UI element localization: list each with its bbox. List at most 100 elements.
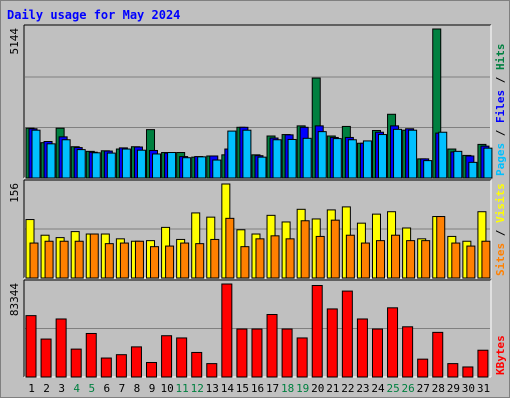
bar-sites-day-17 xyxy=(270,235,280,279)
bar-kbytes-day-5 xyxy=(85,332,97,378)
day-label-9: 9 xyxy=(149,382,156,395)
bar-pages-day-25 xyxy=(393,128,403,179)
bar-kbytes-day-12 xyxy=(191,351,203,378)
bar-kbytes-day-24 xyxy=(371,328,383,378)
legend-hits_files_pages: Pages / Files / Hits xyxy=(494,44,507,177)
day-label-25: 25 xyxy=(386,382,399,395)
bar-sites-day-23 xyxy=(360,242,370,279)
day-label-4: 4 xyxy=(73,382,80,395)
bar-kbytes-day-21 xyxy=(326,308,338,378)
bar-kbytes-day-3 xyxy=(55,318,67,378)
day-label-12: 12 xyxy=(191,382,204,395)
day-label-6: 6 xyxy=(104,382,111,395)
day-label-22: 22 xyxy=(341,382,354,395)
y-max-label: 83344 xyxy=(8,283,21,316)
day-label-17: 17 xyxy=(266,382,279,395)
bar-pages-day-19 xyxy=(302,137,312,179)
day-label-24: 24 xyxy=(371,382,385,395)
bar-kbytes-day-10 xyxy=(161,335,173,378)
bar-pages-day-21 xyxy=(332,138,342,179)
bar-sites-day-20 xyxy=(315,235,325,279)
bar-pages-day-30 xyxy=(468,161,478,179)
day-label-2: 2 xyxy=(43,382,50,395)
bar-pages-day-4 xyxy=(76,149,86,179)
day-label-15: 15 xyxy=(236,382,249,395)
legend-entry: / xyxy=(494,70,507,90)
day-label-10: 10 xyxy=(160,382,173,395)
bar-kbytes-day-7 xyxy=(115,354,127,378)
bar-kbytes-day-17 xyxy=(266,314,278,378)
bar-kbytes-day-16 xyxy=(251,328,263,378)
bar-pages-day-24 xyxy=(377,134,387,179)
bar-sites-day-27 xyxy=(421,240,431,279)
bar-pages-day-6 xyxy=(106,152,116,179)
bar-sites-day-14 xyxy=(225,217,235,279)
legend-entry: Visits xyxy=(494,183,507,223)
bar-sites-day-6 xyxy=(104,243,114,279)
day-label-3: 3 xyxy=(58,382,65,395)
day-label-29: 29 xyxy=(447,382,460,395)
bar-kbytes-day-14 xyxy=(221,283,233,378)
bar-sites-day-18 xyxy=(285,238,295,279)
bar-kbytes-day-1 xyxy=(25,315,37,378)
bar-pages-day-2 xyxy=(46,143,56,179)
bar-kbytes-day-4 xyxy=(70,348,82,378)
legend-visits_sites: Sites / Visits xyxy=(494,183,507,276)
day-label-14: 14 xyxy=(221,382,235,395)
legend-entry: Files xyxy=(494,90,507,123)
bar-pages-day-14 xyxy=(227,130,237,179)
day-label-30: 30 xyxy=(462,382,475,395)
bar-sites-day-19 xyxy=(300,220,310,279)
y-max-label: 156 xyxy=(8,183,21,203)
bar-pages-day-9 xyxy=(152,153,162,179)
bar-pages-day-18 xyxy=(287,138,297,179)
bar-pages-day-20 xyxy=(317,131,327,179)
bar-sites-day-3 xyxy=(59,240,69,279)
bar-kbytes-day-25 xyxy=(387,307,399,378)
day-label-28: 28 xyxy=(432,382,445,395)
bar-sites-day-31 xyxy=(481,240,491,279)
bar-kbytes-day-22 xyxy=(341,290,353,378)
day-label-11: 11 xyxy=(176,382,189,395)
day-label-5: 5 xyxy=(88,382,95,395)
legend-kbytes: KBytes xyxy=(494,335,507,375)
bar-sites-day-12 xyxy=(195,243,205,279)
bar-sites-day-4 xyxy=(74,240,84,279)
bar-sites-day-30 xyxy=(466,245,476,279)
bar-pages-day-15 xyxy=(242,129,252,179)
legend-entry: / xyxy=(494,123,507,143)
bar-sites-day-10 xyxy=(165,245,175,279)
bar-sites-day-22 xyxy=(345,234,355,279)
bar-pages-day-22 xyxy=(347,139,357,179)
y-max-label: 5144 xyxy=(8,28,21,55)
bar-sites-day-25 xyxy=(391,234,401,279)
bar-kbytes-day-13 xyxy=(206,363,218,378)
bar-pages-day-31 xyxy=(483,147,493,179)
bar-kbytes-day-6 xyxy=(100,357,112,378)
day-label-19: 19 xyxy=(296,382,309,395)
bar-kbytes-day-23 xyxy=(356,318,368,378)
day-label-27: 27 xyxy=(417,382,430,395)
bar-pages-day-23 xyxy=(362,140,372,179)
bar-sites-day-7 xyxy=(119,242,129,279)
bar-pages-day-5 xyxy=(91,152,101,179)
bar-kbytes-day-28 xyxy=(432,331,444,378)
day-label-18: 18 xyxy=(281,382,294,395)
bar-pages-day-26 xyxy=(408,129,418,179)
bar-sites-day-11 xyxy=(180,242,190,279)
bar-kbytes-day-30 xyxy=(462,366,474,378)
legend-entry: KBytes xyxy=(494,335,507,375)
bar-pages-day-17 xyxy=(272,139,282,179)
day-label-21: 21 xyxy=(326,382,339,395)
day-label-13: 13 xyxy=(206,382,219,395)
bar-sites-day-2 xyxy=(44,240,54,279)
bar-sites-day-21 xyxy=(330,219,340,279)
bar-sites-day-24 xyxy=(375,240,385,279)
bar-kbytes-day-11 xyxy=(176,337,188,378)
bar-kbytes-day-20 xyxy=(311,284,323,378)
bar-pages-day-1 xyxy=(31,129,41,179)
bar-pages-day-29 xyxy=(453,150,463,179)
bar-sites-day-5 xyxy=(89,233,99,279)
bar-pages-day-11 xyxy=(182,157,192,179)
